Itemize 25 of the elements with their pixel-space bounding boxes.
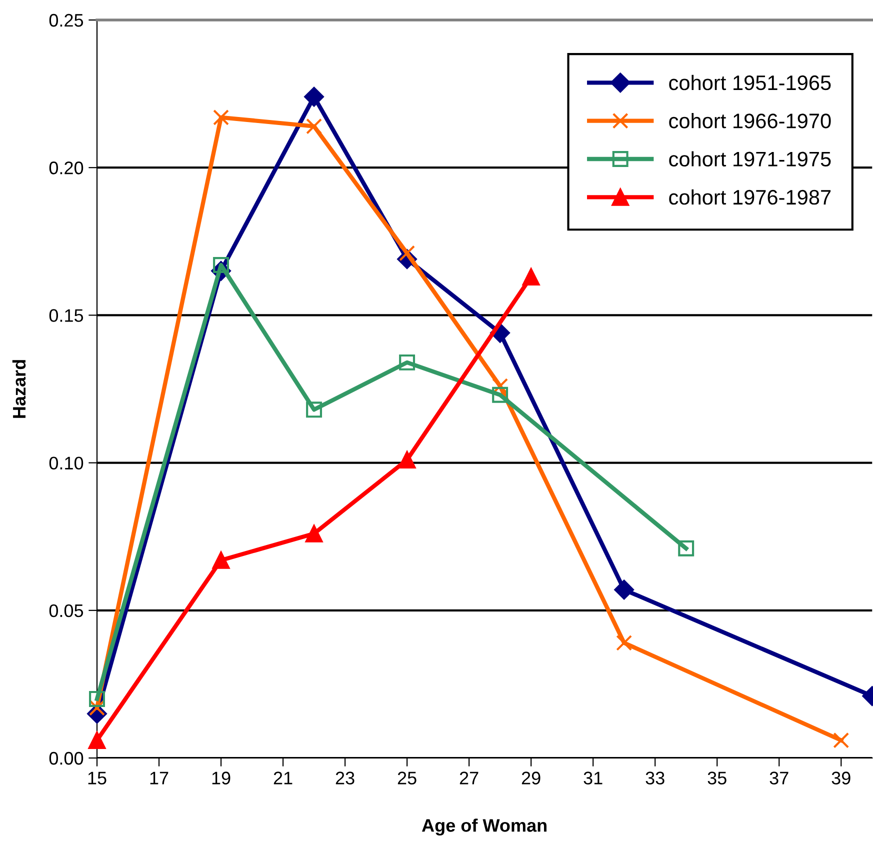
x-tick-label: 19 [212,772,230,784]
x-tick-label: 35 [708,772,726,784]
y-tick-label: 0.05 [49,604,84,618]
x-tick-label: 33 [646,772,664,784]
x-tick-label: 23 [336,772,354,784]
x-tick-label: 31 [584,772,602,784]
x-tick-label: 15 [88,772,106,784]
x-tick-label: 21 [274,772,292,784]
y-tick-label: 0.20 [49,162,84,174]
x-tick-label: 39 [832,772,850,784]
y-tick-label: 0.15 [49,309,84,322]
x-tick-label: 37 [770,772,788,784]
legend-label: cohort 1966-1970 [669,113,831,128]
y-tick-label: 0.10 [49,456,84,470]
legend-label: cohort 1951-1965 [669,74,831,90]
y-tick-label: 0.00 [49,752,84,765]
x-tick-label: 27 [460,772,478,784]
y-tick-label: 0.25 [49,14,84,27]
x-axis-title: Age of Woman [422,818,546,836]
legend-label: cohort 1971-1975 [669,151,831,167]
x-tick-label: 25 [398,772,416,784]
x-tick-label: 29 [522,772,540,784]
legend-label: cohort 1976-1987 [669,189,831,205]
x-tick-label: 17 [150,772,168,784]
y-axis-title: Hazard [12,360,26,418]
